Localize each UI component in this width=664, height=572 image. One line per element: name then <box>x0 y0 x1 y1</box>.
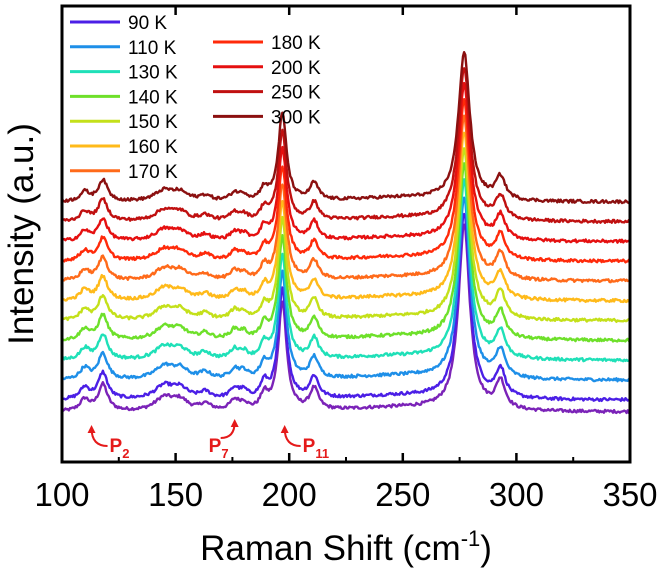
legend-label: 180 K <box>271 33 321 54</box>
x-tick-label: 200 <box>262 476 317 513</box>
annotation-arrowhead <box>230 419 239 427</box>
annotation-label: P7 <box>209 436 229 461</box>
x-axis-title-close: ) <box>480 529 492 568</box>
series-line-180k <box>61 98 632 264</box>
legend: 90 K 110 K 130 K 140 K 150 K 160 K 170 K 180 K 2… <box>70 13 321 183</box>
series-line-extra <box>61 223 632 415</box>
legend-label: 160 K <box>128 137 178 158</box>
series-line-200k <box>61 81 631 244</box>
legend-label: 150 K <box>128 112 178 133</box>
annotation-subscript: 7 <box>221 446 228 461</box>
series-line-140k <box>60 162 631 343</box>
annotation-subscript: 11 <box>315 446 329 461</box>
annotation-subscript: 2 <box>122 446 129 461</box>
legend-label: 300 K <box>271 107 321 128</box>
annotation-label: P11 <box>303 436 329 461</box>
x-tick-label: 350 <box>602 476 657 513</box>
series-group <box>60 51 632 415</box>
series-line-170k <box>61 114 631 284</box>
annotation-label: P2 <box>110 436 130 461</box>
x-axis-title-sup: -1 <box>461 526 481 551</box>
series-line-90k <box>61 212 631 403</box>
series-line-130k <box>61 178 631 363</box>
peak-annotations: P2 P7 P11 <box>87 419 329 461</box>
x-tick-label: 150 <box>148 476 203 513</box>
annotation-letter: P <box>303 436 316 457</box>
annotation-arrowhead <box>280 425 289 433</box>
x-tick-label: 300 <box>489 476 544 513</box>
x-tick-label: 100 <box>34 476 89 513</box>
series-line-160k <box>61 131 631 304</box>
x-axis-title: Raman Shift (cm-1) <box>200 526 492 568</box>
legend-label: 90 K <box>128 13 167 34</box>
legend-label: 140 K <box>128 87 178 108</box>
series-line-110k <box>61 196 631 383</box>
legend-label: 110 K <box>128 38 177 59</box>
annotation-letter: P <box>110 436 123 457</box>
series-line-150k <box>60 147 631 323</box>
legend-label: 200 K <box>271 58 321 79</box>
x-axis-ticks: 100 150 200 250 300 350 <box>34 6 658 513</box>
annotation-arrowhead <box>87 425 96 433</box>
x-tick-label: 250 <box>375 476 430 513</box>
x-axis-title-main: Raman Shift (cm <box>200 529 461 568</box>
series-line-300k <box>61 51 631 205</box>
annotation-letter: P <box>209 436 222 457</box>
legend-label: 250 K <box>271 83 321 104</box>
legend-label: 130 K <box>128 63 178 84</box>
legend-label: 170 K <box>128 162 178 183</box>
series-line-250k <box>61 67 631 224</box>
y-axis-title: Intensity (a.u.) <box>2 123 41 345</box>
